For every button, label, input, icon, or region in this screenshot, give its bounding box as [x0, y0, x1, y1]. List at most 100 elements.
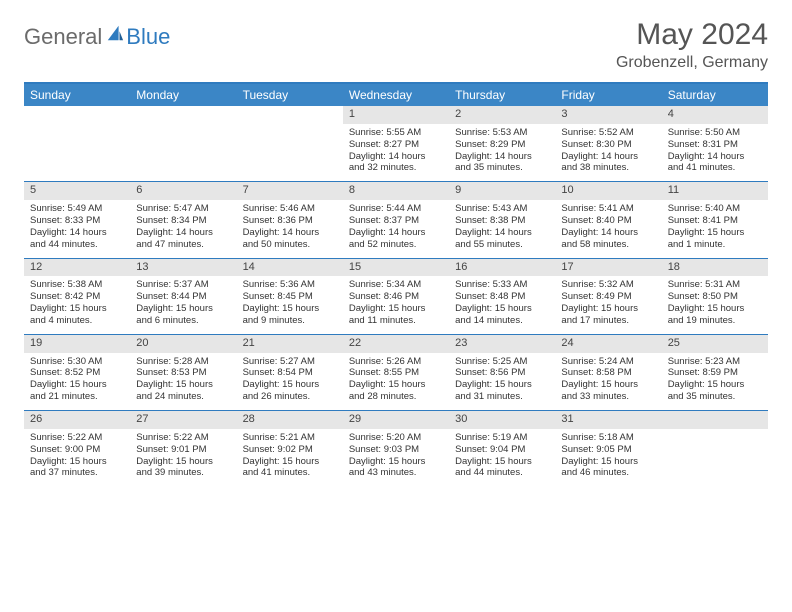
- sunset-line: Sunset: 8:56 PM: [455, 367, 549, 379]
- sunrise-line: Sunrise: 5:20 AM: [349, 432, 443, 444]
- sunset-line: Sunset: 8:29 PM: [455, 139, 549, 151]
- daylight-line: Daylight: 14 hours and 52 minutes.: [349, 227, 443, 251]
- daylight-line: Daylight: 15 hours and 19 minutes.: [668, 303, 762, 327]
- sunset-line: Sunset: 8:33 PM: [30, 215, 124, 227]
- day-number-row: 262728293031: [24, 411, 768, 429]
- sunset-line: Sunset: 8:34 PM: [136, 215, 230, 227]
- logo-text-general: General: [24, 24, 102, 50]
- sunrise-line: Sunrise: 5:37 AM: [136, 279, 230, 291]
- day-content-cell: [130, 124, 236, 182]
- day-content-cell: Sunrise: 5:37 AMSunset: 8:44 PMDaylight:…: [130, 276, 236, 334]
- daylight-line: Daylight: 15 hours and 37 minutes.: [30, 456, 124, 480]
- calendar-table: SundayMondayTuesdayWednesdayThursdayFrid…: [24, 84, 768, 487]
- daylight-line: Daylight: 15 hours and 28 minutes.: [349, 379, 443, 403]
- day-content-row: Sunrise: 5:38 AMSunset: 8:42 PMDaylight:…: [24, 276, 768, 334]
- daylight-line: Daylight: 14 hours and 32 minutes.: [349, 151, 443, 175]
- daylight-line: Daylight: 14 hours and 47 minutes.: [136, 227, 230, 251]
- day-content-row: Sunrise: 5:49 AMSunset: 8:33 PMDaylight:…: [24, 200, 768, 258]
- day-content-cell: Sunrise: 5:20 AMSunset: 9:03 PMDaylight:…: [343, 429, 449, 487]
- day-content-cell: Sunrise: 5:31 AMSunset: 8:50 PMDaylight:…: [662, 276, 768, 334]
- sunrise-line: Sunrise: 5:19 AM: [455, 432, 549, 444]
- daylight-line: Daylight: 15 hours and 39 minutes.: [136, 456, 230, 480]
- day-content-cell: Sunrise: 5:44 AMSunset: 8:37 PMDaylight:…: [343, 200, 449, 258]
- day-number-cell: 23: [449, 334, 555, 352]
- sunrise-line: Sunrise: 5:50 AM: [668, 127, 762, 139]
- day-number-cell: 11: [662, 182, 768, 200]
- sunset-line: Sunset: 8:41 PM: [668, 215, 762, 227]
- sunrise-line: Sunrise: 5:47 AM: [136, 203, 230, 215]
- sunrise-line: Sunrise: 5:49 AM: [30, 203, 124, 215]
- day-number-cell: 20: [130, 334, 236, 352]
- sunrise-line: Sunrise: 5:24 AM: [561, 356, 655, 368]
- sunset-line: Sunset: 9:00 PM: [30, 444, 124, 456]
- day-number-cell: 6: [130, 182, 236, 200]
- sunrise-line: Sunrise: 5:22 AM: [30, 432, 124, 444]
- sunrise-line: Sunrise: 5:43 AM: [455, 203, 549, 215]
- day-number-cell: 5: [24, 182, 130, 200]
- sunset-line: Sunset: 8:50 PM: [668, 291, 762, 303]
- sunset-line: Sunset: 8:42 PM: [30, 291, 124, 303]
- day-content-cell: Sunrise: 5:41 AMSunset: 8:40 PMDaylight:…: [555, 200, 661, 258]
- day-content-cell: Sunrise: 5:21 AMSunset: 9:02 PMDaylight:…: [237, 429, 343, 487]
- day-content-cell: Sunrise: 5:25 AMSunset: 8:56 PMDaylight:…: [449, 353, 555, 411]
- day-content-cell: Sunrise: 5:22 AMSunset: 9:01 PMDaylight:…: [130, 429, 236, 487]
- sunset-line: Sunset: 9:02 PM: [243, 444, 337, 456]
- day-number-cell: 2: [449, 106, 555, 124]
- day-number-cell: 30: [449, 411, 555, 429]
- sunrise-line: Sunrise: 5:30 AM: [30, 356, 124, 368]
- day-number-cell: 7: [237, 182, 343, 200]
- sunrise-line: Sunrise: 5:31 AM: [668, 279, 762, 291]
- day-content-cell: Sunrise: 5:38 AMSunset: 8:42 PMDaylight:…: [24, 276, 130, 334]
- sunset-line: Sunset: 8:40 PM: [561, 215, 655, 227]
- daylight-line: Daylight: 15 hours and 26 minutes.: [243, 379, 337, 403]
- day-number-cell: 25: [662, 334, 768, 352]
- sunset-line: Sunset: 8:58 PM: [561, 367, 655, 379]
- daylight-line: Daylight: 15 hours and 41 minutes.: [243, 456, 337, 480]
- sunset-line: Sunset: 8:48 PM: [455, 291, 549, 303]
- sunrise-line: Sunrise: 5:28 AM: [136, 356, 230, 368]
- daylight-line: Daylight: 15 hours and 35 minutes.: [668, 379, 762, 403]
- daylight-line: Daylight: 15 hours and 24 minutes.: [136, 379, 230, 403]
- day-number-row: 19202122232425: [24, 334, 768, 352]
- logo-sail-icon: [106, 24, 124, 42]
- weekday-header: Thursday: [449, 84, 555, 106]
- day-number-cell: 29: [343, 411, 449, 429]
- day-content-cell: Sunrise: 5:49 AMSunset: 8:33 PMDaylight:…: [24, 200, 130, 258]
- sunrise-line: Sunrise: 5:21 AM: [243, 432, 337, 444]
- day-content-cell: Sunrise: 5:24 AMSunset: 8:58 PMDaylight:…: [555, 353, 661, 411]
- sunrise-line: Sunrise: 5:32 AM: [561, 279, 655, 291]
- daylight-line: Daylight: 14 hours and 44 minutes.: [30, 227, 124, 251]
- day-number-cell: 12: [24, 258, 130, 276]
- weekday-header: Sunday: [24, 84, 130, 106]
- sunrise-line: Sunrise: 5:55 AM: [349, 127, 443, 139]
- sunrise-line: Sunrise: 5:34 AM: [349, 279, 443, 291]
- sunrise-line: Sunrise: 5:36 AM: [243, 279, 337, 291]
- day-content-row: Sunrise: 5:22 AMSunset: 9:00 PMDaylight:…: [24, 429, 768, 487]
- sunset-line: Sunset: 8:37 PM: [349, 215, 443, 227]
- weekday-header: Monday: [130, 84, 236, 106]
- day-content-cell: Sunrise: 5:36 AMSunset: 8:45 PMDaylight:…: [237, 276, 343, 334]
- day-content-cell: Sunrise: 5:18 AMSunset: 9:05 PMDaylight:…: [555, 429, 661, 487]
- day-number-cell: [24, 106, 130, 124]
- day-number-cell: 8: [343, 182, 449, 200]
- sunrise-line: Sunrise: 5:22 AM: [136, 432, 230, 444]
- day-number-cell: 1: [343, 106, 449, 124]
- day-number-cell: 16: [449, 258, 555, 276]
- sunrise-line: Sunrise: 5:27 AM: [243, 356, 337, 368]
- day-number-cell: 31: [555, 411, 661, 429]
- day-content-cell: [24, 124, 130, 182]
- day-content-row: Sunrise: 5:30 AMSunset: 8:52 PMDaylight:…: [24, 353, 768, 411]
- sunrise-line: Sunrise: 5:46 AM: [243, 203, 337, 215]
- day-content-cell: Sunrise: 5:50 AMSunset: 8:31 PMDaylight:…: [662, 124, 768, 182]
- day-content-cell: Sunrise: 5:28 AMSunset: 8:53 PMDaylight:…: [130, 353, 236, 411]
- day-content-cell: Sunrise: 5:55 AMSunset: 8:27 PMDaylight:…: [343, 124, 449, 182]
- sunset-line: Sunset: 8:46 PM: [349, 291, 443, 303]
- day-number-cell: [237, 106, 343, 124]
- header: General Blue May 2024 Grobenzell, German…: [24, 18, 768, 72]
- sunset-line: Sunset: 9:05 PM: [561, 444, 655, 456]
- day-content-cell: Sunrise: 5:26 AMSunset: 8:55 PMDaylight:…: [343, 353, 449, 411]
- daylight-line: Daylight: 15 hours and 33 minutes.: [561, 379, 655, 403]
- day-number-cell: 13: [130, 258, 236, 276]
- day-number-cell: 26: [24, 411, 130, 429]
- day-content-row: Sunrise: 5:55 AMSunset: 8:27 PMDaylight:…: [24, 124, 768, 182]
